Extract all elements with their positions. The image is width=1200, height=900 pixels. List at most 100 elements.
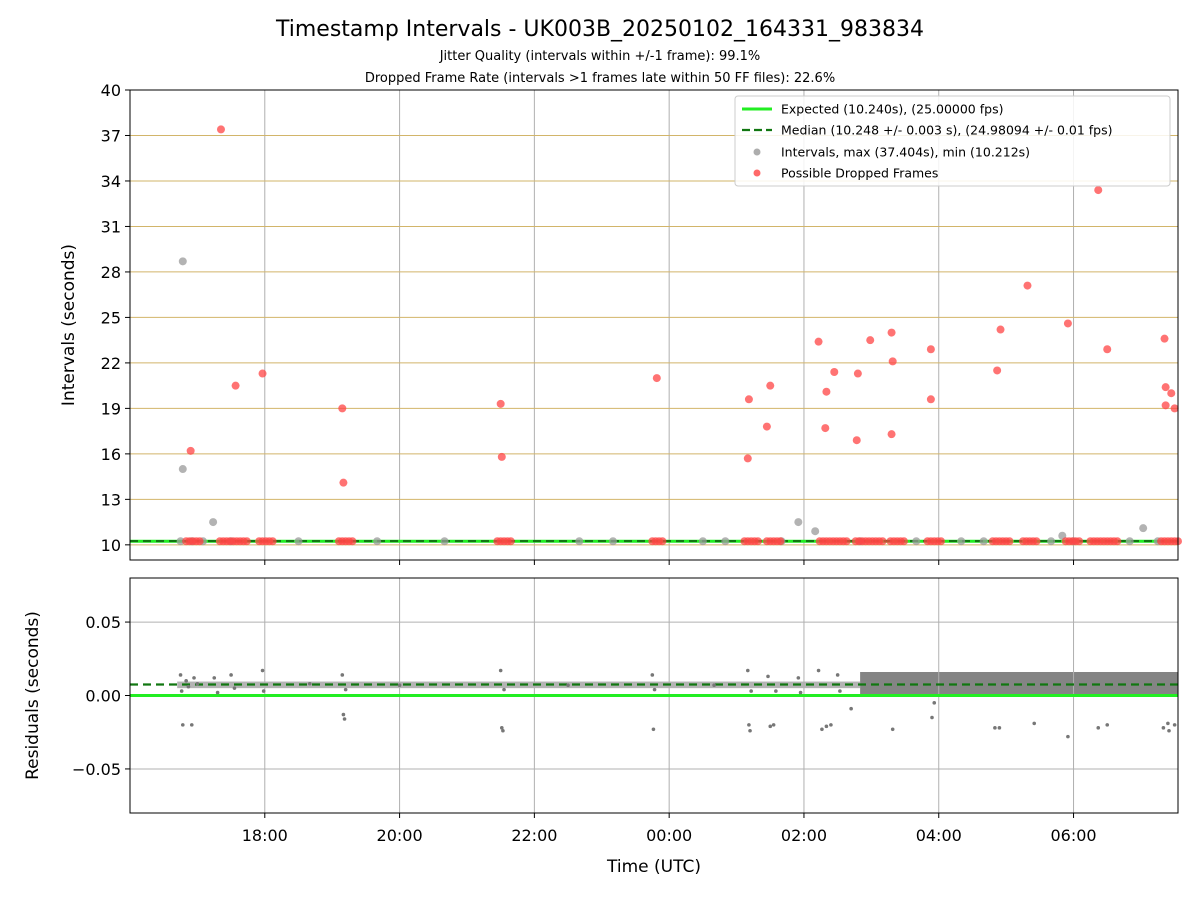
legend-median-label: Median (10.248 +/- 0.003 s), (24.98094 +… [781,123,1112,138]
y-tick-label: 37 [101,126,121,145]
y-tick-label: 40 [101,81,121,100]
dropped-frame-point [899,537,908,546]
dropped-frame-point [1005,537,1014,546]
residual-point [232,686,237,690]
y-tick-label: 19 [101,399,121,418]
residual-point [838,689,842,693]
x-tick-label: 02:00 [781,826,827,845]
residual-point [178,673,183,677]
residual-point [260,668,265,673]
interval-point [294,537,303,546]
dropped-frame-point [776,537,785,546]
residual-point [651,727,656,732]
residual-point [930,715,934,720]
legend-box [734,95,1171,187]
residual-point [835,673,840,677]
dropped-frame-point [216,125,225,134]
y-tick-label: 34 [101,172,121,191]
dropped-frame-point [842,537,851,546]
dropped-frame-point [753,537,762,546]
dropped-frame-point [652,374,661,383]
residual-point [186,684,191,689]
dropped-frame-point [926,395,935,404]
residual-point [340,673,345,677]
dropped-frame-point [830,368,839,376]
x-tick-label: 18:00 [242,826,288,845]
x-tick-label: 20:00 [377,826,423,845]
plot-frame [129,89,1179,561]
residual-point [771,723,776,727]
residual-point [1167,728,1171,733]
residual-point [798,690,803,695]
dropped-frame-point [338,404,347,413]
dropped-frame-point [1023,281,1032,290]
y-tick-label: 0.05 [85,613,121,632]
residual-point [652,687,657,692]
residual-point [499,726,504,730]
dropped-frame-point [888,357,897,366]
dropped-frame-point [993,366,1002,375]
dropped-frame-point [1167,389,1176,398]
residual-point [192,676,196,680]
residual-point [824,724,829,729]
chart-subtitle-jitter: Jitter Quality (intervals within +/-1 fr… [439,49,761,64]
y-tick-label: 31 [101,217,121,236]
y-tick-label: 22 [101,354,121,373]
residual-point [195,681,200,686]
dropped-frame-point [866,336,875,345]
dropped-frame-point [821,424,830,433]
residual-point [341,712,346,717]
dropped-frame-point [339,478,348,487]
residual-point [650,673,655,677]
residual-point [890,727,895,732]
y-tick-label: 10 [101,536,121,555]
residual-point [993,726,997,730]
residual-point [501,728,505,733]
residual-point [849,706,853,711]
dropped-frame-point [1103,345,1112,354]
dropped-frame-point [766,381,775,390]
interval-point [811,527,820,536]
interval-point [794,518,803,527]
residual-point [768,724,773,729]
residual-point [307,681,312,686]
interval-point [440,537,449,546]
dropped-frame-point [853,369,862,378]
x-tick-label: 06:00 [1050,826,1096,845]
chart-subtitle-dropped: Dropped Frame Rate (intervals >1 frames … [365,71,835,86]
interval-point [721,537,730,546]
residual-point [829,723,833,727]
dropped-frame-point [1113,537,1122,546]
legend-interval-label: Intervals, max (37.404s), min (10.212s) [781,145,1030,160]
dropped-frame-point [186,446,195,455]
legend-expected-label: Expected (10.240s), (25.00000 fps) [781,102,1003,117]
residual-point [179,689,184,693]
interval-point [609,537,618,546]
residual-point [502,687,506,692]
residual-point [1105,723,1110,727]
dropped-frame-point [268,537,277,546]
x-tick-label: 22:00 [511,826,557,845]
interval-point [209,518,218,527]
residual-point [342,717,347,721]
residual-point [932,701,937,705]
interval-point [979,537,988,546]
residual-point [1161,726,1166,730]
residual-point [1066,734,1070,739]
y-tick-label: 13 [101,490,121,509]
dropped-frame-point [936,537,945,546]
residual-point [343,687,348,692]
y-axis-label: Intervals (seconds) [59,244,79,406]
residual-point [1172,723,1177,727]
legend-interval-swatch [753,148,761,156]
dropped-frame-point [887,328,896,337]
interval-point [912,537,921,546]
interval-point [176,537,185,546]
dropped-frame-point [496,399,505,408]
dropped-frame-point [1161,401,1170,410]
residual-point [566,683,570,688]
y-axis-label: Residuals (seconds) [23,611,43,780]
dropped-frame-point [1032,537,1041,546]
dropped-frame-point [258,369,267,378]
